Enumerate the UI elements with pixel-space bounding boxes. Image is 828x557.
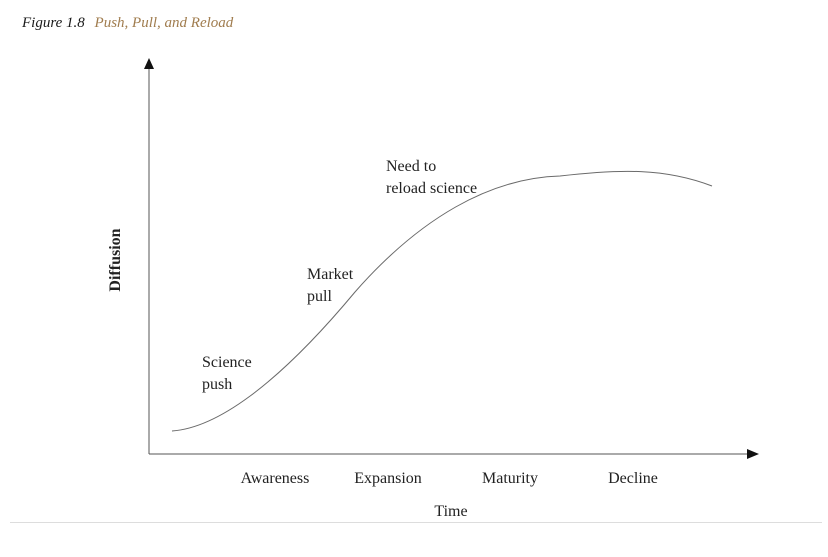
annotation-market-pull-line1: Market [307,266,354,283]
figure-number: Figure 1.8 [22,15,85,31]
stage-label-maturity: Maturity [482,470,538,487]
annotation-science-push-line1: Science [202,354,252,371]
annotation-reload-line2: reload science [386,180,477,197]
figure-caption: Figure 1.8 Push, Pull, and Reload [22,15,233,32]
y-axis-arrow-icon [144,58,154,69]
y-axis-title: Diffusion [107,228,124,291]
stage-label-expansion: Expansion [354,470,422,487]
stage-label-decline: Decline [608,470,658,487]
figure-title: Push, Pull, and Reload [94,15,234,31]
annotation-reload-line1: Need to [386,158,436,175]
stage-label-awareness: Awareness [241,470,310,487]
x-axis-arrow-icon [747,449,759,459]
x-axis-title: Time [434,503,467,520]
diffusion-curve [171,170,713,432]
bottom-divider [10,522,822,523]
annotation-market-pull-line2: pull [307,288,332,305]
annotation-science-push-line2: push [202,376,232,393]
